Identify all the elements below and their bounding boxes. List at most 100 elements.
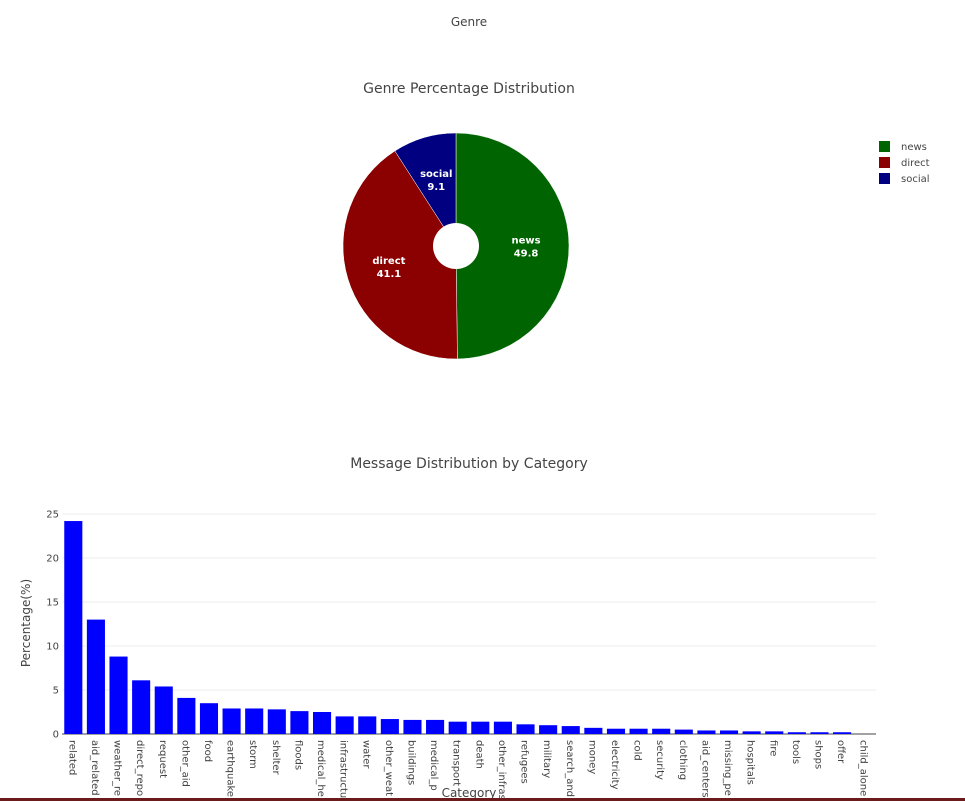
x-tick-medical_p: medical_p xyxy=(428,740,439,791)
x-tick-death: death xyxy=(473,740,484,769)
bar-chart-title: Message Distribution by Category xyxy=(350,456,588,472)
y-tick-5: 5 xyxy=(53,686,59,697)
x-tick-other_infras: other_infras xyxy=(496,740,507,800)
bar-search_and[interactable] xyxy=(561,726,580,734)
y-tick-10: 10 xyxy=(46,642,59,653)
bar-medical_he[interactable] xyxy=(312,712,332,734)
x-tick-military: military xyxy=(541,740,552,778)
bar-money[interactable] xyxy=(584,727,603,734)
x-tick-search_and: search_and xyxy=(564,740,575,797)
bar-buildings[interactable] xyxy=(403,719,422,734)
bar-related[interactable] xyxy=(64,521,83,734)
pie-slice-label-social: social xyxy=(420,169,452,180)
bar-missing_pe[interactable] xyxy=(719,730,739,734)
x-tick-buildings: buildings xyxy=(405,740,416,785)
pie-slice-value-direct: 41.1 xyxy=(377,269,402,280)
x-tick-medical_he: medical_he xyxy=(315,740,326,797)
pie-slice-label-news: news xyxy=(512,236,541,247)
pie-legend: news direct social xyxy=(879,141,930,185)
x-tick-hospitals: hospitals xyxy=(745,740,756,785)
x-tick-electricity: electricity xyxy=(609,740,620,790)
bar-weather_re[interactable] xyxy=(109,656,128,734)
x-tick-water: water xyxy=(360,740,371,769)
bar-aid_centers[interactable] xyxy=(697,730,716,734)
x-tick-cold: cold xyxy=(632,740,643,761)
bar-military[interactable] xyxy=(539,725,558,734)
bar-refugees[interactable] xyxy=(516,724,535,734)
x-tick-shelter: shelter xyxy=(270,740,281,776)
bar-shops[interactable] xyxy=(810,732,829,734)
y-tick-20: 20 xyxy=(46,554,59,565)
bar-request[interactable] xyxy=(154,686,173,734)
bar-other_aid[interactable] xyxy=(177,697,196,734)
legend-swatch-news[interactable] xyxy=(879,141,890,152)
bar-water[interactable] xyxy=(358,716,377,734)
bar-gridlines xyxy=(62,513,876,735)
pie-slice-labels: news 49.8 direct 41.1 social 9.1 xyxy=(372,169,540,280)
x-tick-tools: tools xyxy=(790,740,801,764)
bar-fire[interactable] xyxy=(765,731,784,734)
bar-x-tick-labels: related aid_related weather_re direct_repo r… xyxy=(66,740,868,800)
legend-label-news[interactable]: news xyxy=(901,142,927,153)
legend-swatch-direct[interactable] xyxy=(879,157,890,168)
pie-slice-social[interactable] xyxy=(394,132,457,247)
x-tick-offer: offer xyxy=(835,740,846,764)
x-tick-transport: transport xyxy=(451,740,462,786)
pie-slice-direct[interactable] xyxy=(342,150,458,360)
pie-slice-news[interactable] xyxy=(455,132,570,360)
x-axis-label: Category xyxy=(442,786,497,800)
x-tick-fire: fire xyxy=(767,740,778,756)
x-tick-money: money xyxy=(586,740,597,774)
legend-label-social[interactable]: social xyxy=(901,174,930,185)
page-title: Genre xyxy=(450,15,488,29)
x-tick-request: request xyxy=(157,740,168,778)
bar-electricity[interactable] xyxy=(606,728,626,734)
bar-direct_repo[interactable] xyxy=(132,680,151,734)
bar-aid_related[interactable] xyxy=(86,619,105,734)
bar-chart: Message Distribution by Category 0 5 10 15 2… xyxy=(19,456,876,800)
bar-infrastructu[interactable] xyxy=(335,716,354,734)
x-tick-refugees: refugees xyxy=(519,740,530,784)
bar-cold[interactable] xyxy=(629,728,648,734)
bar-clothing[interactable] xyxy=(674,729,693,734)
bar-floods[interactable] xyxy=(290,711,309,734)
y-axis-label: Percentage(%) xyxy=(19,579,33,667)
x-tick-other_weat: other_weat xyxy=(383,740,394,796)
x-tick-earthquake: earthquake xyxy=(225,740,236,797)
bar-shelter[interactable] xyxy=(267,709,286,734)
x-tick-missing_pe: missing_pe xyxy=(722,740,733,796)
bar-other_weat[interactable] xyxy=(380,719,399,734)
x-tick-infrastructu: infrastructu xyxy=(338,740,349,798)
y-tick-0: 0 xyxy=(53,730,59,741)
x-tick-shops: shops xyxy=(812,740,823,769)
x-tick-related: related xyxy=(66,740,77,775)
bar-storm[interactable] xyxy=(245,708,264,734)
pie-slice-value-social: 9.1 xyxy=(427,182,445,193)
legend-label-direct[interactable]: direct xyxy=(901,158,930,169)
bar-security[interactable] xyxy=(652,728,671,734)
pie-hole xyxy=(433,223,479,269)
bar-tools[interactable] xyxy=(787,732,806,734)
pie-slice-value-news: 49.8 xyxy=(514,249,539,260)
bar-other_infras[interactable] xyxy=(493,721,512,734)
bar-medical_p[interactable] xyxy=(426,719,445,734)
bottom-border xyxy=(0,798,965,801)
bar-death[interactable] xyxy=(471,721,490,734)
x-tick-floods: floods xyxy=(292,740,303,770)
bar-offer[interactable] xyxy=(833,732,852,734)
x-tick-security: security xyxy=(654,740,665,780)
bar-transport[interactable] xyxy=(448,721,467,734)
bar-hospitals[interactable] xyxy=(742,731,761,734)
y-tick-15: 15 xyxy=(46,598,59,609)
pie-chart-title: Genre Percentage Distribution xyxy=(363,81,575,97)
x-tick-aid_related: aid_related xyxy=(89,740,100,796)
legend-swatch-social[interactable] xyxy=(879,173,890,184)
x-tick-clothing: clothing xyxy=(677,740,688,780)
x-tick-food: food xyxy=(202,740,213,762)
x-tick-direct_repo: direct_repo xyxy=(134,740,145,796)
bar-earthquake[interactable] xyxy=(222,708,241,734)
x-tick-other_aid: other_aid xyxy=(179,740,190,787)
bar-food[interactable] xyxy=(199,703,219,734)
y-tick-25: 25 xyxy=(46,510,59,521)
